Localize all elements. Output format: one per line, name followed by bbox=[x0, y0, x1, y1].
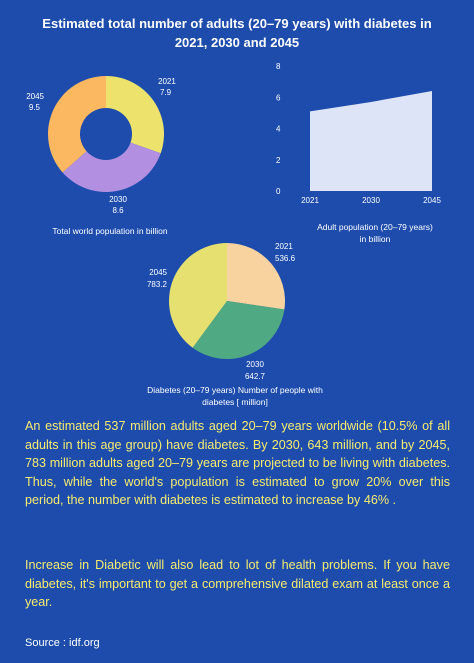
area-series bbox=[310, 91, 432, 191]
title-line-1: Estimated total number of adults (20–79 … bbox=[42, 16, 432, 31]
infographic-title: Estimated total number of adults (20–79 … bbox=[20, 14, 454, 52]
donut-label-year-2045: 2045 bbox=[26, 92, 44, 101]
pie-label-year-2021: 2021 bbox=[275, 242, 293, 251]
health-paragraph: Increase in Diabetic will also lead to l… bbox=[25, 558, 450, 609]
pie-label-year-2045: 2045 bbox=[149, 268, 167, 277]
pie-slice-2021 bbox=[227, 243, 285, 310]
donut-slice-2045 bbox=[47, 76, 106, 173]
area-ytick-6: 6 bbox=[276, 93, 281, 102]
donut-label-value-2021: 7.9 bbox=[160, 88, 172, 97]
title-line-2: 2021, 2030 and 2045 bbox=[174, 35, 300, 50]
pie-label-year-2030: 2030 bbox=[246, 360, 264, 369]
world-population-donut-chart: 2021 7.9 2030 8.6 2045 9.5 bbox=[26, 76, 176, 215]
donut-slice-2021 bbox=[106, 76, 164, 154]
area-caption: Adult population (20–79 years) in billio… bbox=[317, 222, 433, 244]
area-ytick-4: 4 bbox=[276, 125, 281, 134]
donut-label-value-2030: 8.6 bbox=[112, 206, 124, 215]
diabetes-pie-chart: 2021 536.6 2030 642.7 2045 783.2 bbox=[147, 242, 296, 381]
donut-label-year-2030: 2030 bbox=[109, 195, 127, 204]
area-xtick-2021: 2021 bbox=[301, 196, 319, 205]
adult-population-area-chart: 0 2 4 6 8 2021 2030 2045 bbox=[276, 62, 441, 205]
pie-label-value-2030: 642.7 bbox=[245, 372, 266, 381]
area-xtick-2045: 2045 bbox=[423, 196, 441, 205]
area-xtick-2030: 2030 bbox=[362, 196, 380, 205]
area-ytick-8: 8 bbox=[276, 62, 281, 71]
donut-label-value-2045: 9.5 bbox=[29, 103, 41, 112]
diabetes-paragraph: An estimated 537 million adults aged 20–… bbox=[25, 419, 450, 507]
pie-caption: Diabetes (20–79 years) Number of people … bbox=[147, 385, 323, 407]
pie-label-value-2021: 536.6 bbox=[275, 254, 296, 263]
area-ytick-0: 0 bbox=[276, 187, 281, 196]
donut-slice-2030 bbox=[62, 142, 161, 192]
donut-caption: Total world population in billion bbox=[52, 226, 168, 236]
source-note: Source : idf.org bbox=[25, 637, 100, 649]
pie-label-value-2045: 783.2 bbox=[147, 280, 168, 289]
donut-label-year-2021: 2021 bbox=[158, 77, 176, 86]
pie-slice-2030 bbox=[192, 301, 285, 359]
pie-slice-2045 bbox=[168, 243, 227, 348]
area-ytick-2: 2 bbox=[276, 156, 281, 165]
